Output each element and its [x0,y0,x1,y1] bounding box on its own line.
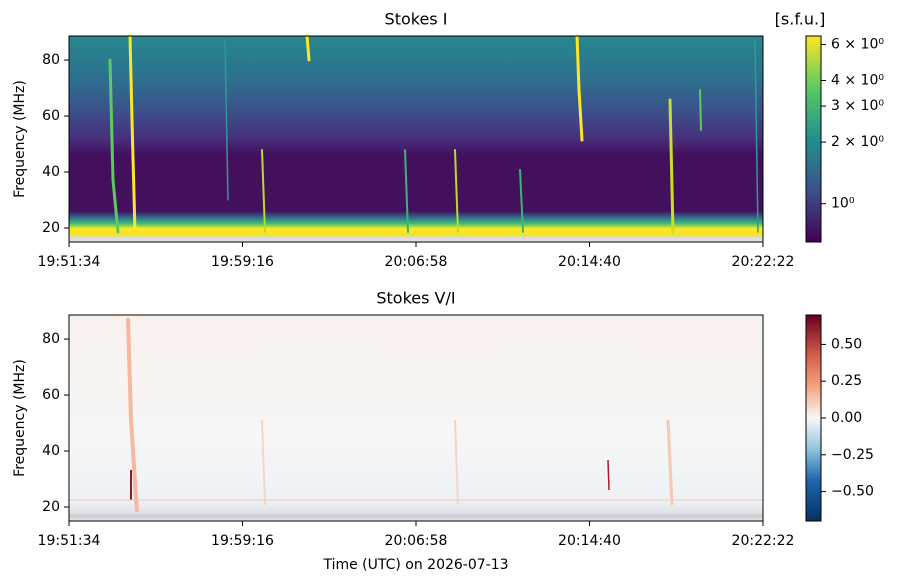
x-tick-label: 20:06:58 [385,254,448,270]
y-tick-label: 80 [42,52,60,68]
y-tick-label: 40 [42,443,60,459]
x-tick-label: 19:51:34 [38,533,101,549]
y-tick-label: 60 [42,108,60,124]
colorbar-frame [805,35,822,243]
x-tick-label: 19:51:34 [38,254,101,270]
x-tick-label: 20:22:22 [732,533,795,549]
spectrogram-image [69,34,763,521]
colorbar-tick-label: 0.00 [831,410,862,426]
colorbar [806,36,821,242]
colorbar-tick-label: 3 × 10⁰ [831,98,884,114]
y-tick-label: 60 [42,387,60,403]
colorbar-tick-label: −0.25 [831,447,874,463]
colorbar-tick-label: 2 × 10⁰ [831,134,884,150]
x-tick-label: 20:14:40 [558,254,621,270]
y-tick-label: 20 [42,499,60,515]
colorbar-tick-label: −0.50 [831,484,874,500]
x-tick-label: 20:22:22 [732,254,795,270]
colorbar-label: [s.f.u.] [775,10,826,29]
colorbar [806,315,821,521]
x-tick-label: 19:59:16 [211,533,274,549]
colorbar-tick-label: 10⁰ [831,196,855,212]
panel-title: Stokes I [385,10,448,29]
colorbar-tick-label: 0.50 [831,336,862,352]
x-tick-label: 19:59:16 [211,254,274,270]
panel-title: Stokes V/I [376,289,455,308]
x-tick-label: 20:14:40 [558,533,621,549]
y-axis-label: Frequency (MHz) [12,80,28,198]
x-axis-label: Time (UTC) on 2026-07-13 [322,557,508,573]
y-tick-label: 40 [42,164,60,180]
y-axis-label: Frequency (MHz) [12,359,28,477]
colorbar-tick-label: 0.25 [831,373,862,389]
colorbar-tick-label: 4 × 10⁰ [831,73,884,89]
colorbar-tick-label: 6 × 10⁰ [831,36,884,52]
y-tick-label: 20 [42,220,60,236]
x-tick-label: 20:06:58 [385,533,448,549]
y-tick-label: 80 [42,331,60,347]
